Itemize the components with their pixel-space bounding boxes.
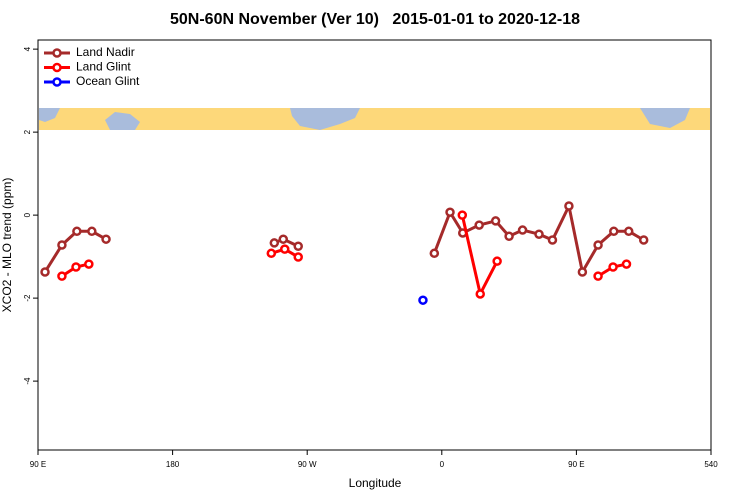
legend-marker (52, 48, 62, 58)
data-point (492, 256, 502, 266)
data-point (57, 271, 67, 281)
data-point (40, 267, 50, 277)
y-tick-label: 4 (23, 46, 32, 51)
data-point (293, 252, 303, 262)
legend-label: Land Glint (76, 60, 131, 74)
data-point (547, 235, 558, 245)
data-point (609, 226, 619, 237)
data-point (475, 289, 485, 299)
data-point (593, 271, 603, 281)
data-point (57, 240, 67, 250)
y-tick-label: 2 (23, 129, 32, 134)
data-point (564, 201, 574, 211)
plot-frame (37, 39, 712, 451)
data-point (101, 234, 111, 244)
data-point (429, 248, 440, 259)
legend-label: Land Nadir (76, 45, 135, 59)
data-point (71, 262, 81, 272)
data-point (418, 295, 428, 305)
data-point (457, 210, 468, 220)
map-band (39, 108, 710, 130)
y-axis-label: XCO2 - MLO trend (ppm) (0, 178, 14, 313)
data-point (84, 259, 94, 269)
data-point (445, 207, 455, 217)
data-point (608, 262, 618, 272)
series-line (61, 214, 627, 299)
x-tick-label: 90 W (298, 460, 317, 469)
data-point (534, 229, 544, 239)
legend-label: Ocean Glint (76, 74, 140, 88)
data-point (490, 216, 501, 226)
data-point (621, 259, 632, 269)
data-point (517, 225, 528, 235)
data-point (269, 238, 280, 248)
data-point (474, 220, 484, 230)
data-point (504, 231, 514, 242)
data-point (72, 226, 82, 237)
y-tick-label: 0 (23, 212, 32, 217)
data-point (577, 267, 588, 277)
x-tick-label: 90 E (30, 460, 46, 469)
x-tick-label: 540 (704, 460, 718, 469)
x-tick-label: 90 E (568, 460, 584, 469)
y-tick-label: -2 (23, 294, 32, 302)
data-point (266, 248, 277, 259)
data-point (623, 226, 634, 237)
data-point (593, 240, 603, 250)
data-point (280, 244, 290, 254)
chart-title: 50N-60N November (Ver 10) 2015-01-01 to … (170, 11, 580, 28)
data-point (638, 235, 649, 245)
legend-marker (52, 62, 62, 73)
data-point (278, 234, 289, 244)
data-point (87, 226, 97, 237)
data-point (293, 241, 303, 251)
x-tick-label: 0 (440, 460, 445, 469)
x-axis-label: Longitude (349, 476, 402, 490)
x-tick-label: 180 (166, 460, 180, 469)
legend-marker (52, 77, 62, 87)
y-tick-label: -4 (23, 377, 32, 385)
